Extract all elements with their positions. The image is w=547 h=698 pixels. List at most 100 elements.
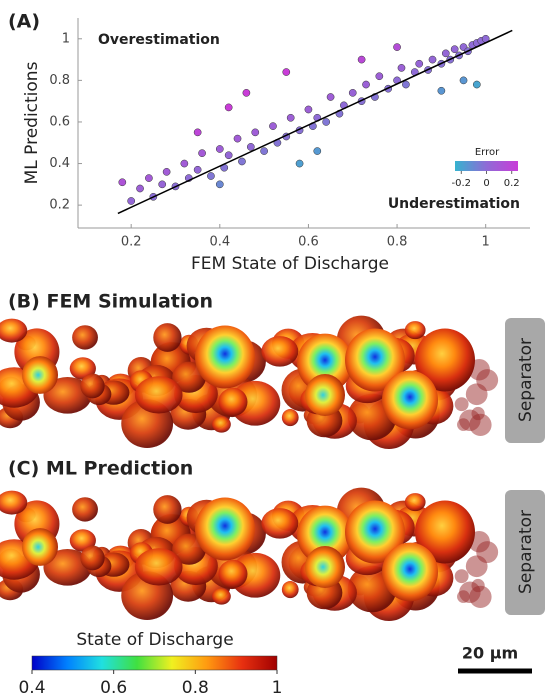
particle (454, 397, 469, 412)
annotation: Underestimation (388, 196, 520, 212)
point (472, 80, 481, 89)
particle (72, 325, 98, 350)
particle (415, 328, 475, 392)
particle (404, 321, 426, 340)
particle (345, 500, 405, 564)
image-ml (0, 487, 499, 621)
point (145, 174, 153, 182)
point (402, 80, 410, 89)
particle (261, 336, 299, 367)
point (441, 49, 450, 58)
particle (382, 370, 438, 430)
point (304, 105, 313, 114)
particle (195, 497, 255, 561)
point (118, 178, 127, 187)
point (326, 93, 335, 101)
particle (218, 559, 248, 589)
point (286, 113, 295, 122)
particle (469, 413, 492, 437)
particle (454, 569, 469, 584)
point (238, 157, 246, 166)
y-tick-label: 0.4 (49, 156, 70, 171)
y-tick-label: 1 (62, 31, 70, 46)
colorbar-tick-label: -0.2 (452, 178, 472, 189)
scale-bar-label: 20 µm (462, 644, 518, 663)
point (215, 180, 224, 189)
point (162, 168, 171, 176)
y-tick-label: 0.8 (49, 73, 70, 88)
panel-label: (C) ML Prediction (8, 458, 193, 480)
particle (134, 376, 183, 414)
y-tick-label: 0.6 (49, 114, 70, 129)
point (198, 149, 206, 157)
point (246, 143, 255, 151)
particle (195, 325, 255, 389)
particle (153, 495, 182, 524)
particle (469, 585, 492, 609)
point (136, 184, 144, 193)
colorbar-tick-label: 1 (272, 678, 283, 698)
particle (80, 373, 105, 399)
y-axis-label: ML Predictions (22, 61, 42, 184)
particle (153, 323, 182, 352)
point (224, 151, 233, 160)
point (224, 103, 233, 112)
point (193, 165, 202, 174)
particle (345, 328, 405, 392)
x-tick-label: 0.6 (298, 235, 319, 250)
separator-label: Separator (516, 338, 536, 422)
point (242, 89, 251, 97)
particle (404, 493, 426, 512)
point (348, 89, 357, 97)
fit-line (117, 29, 513, 215)
point (357, 55, 366, 64)
separator (505, 490, 545, 615)
point (313, 147, 322, 155)
particle (305, 374, 345, 416)
point (459, 76, 468, 85)
particle (80, 545, 105, 571)
particle (281, 581, 299, 599)
particle (297, 333, 353, 393)
point (269, 122, 277, 130)
colorbar-tick-label: 0 (483, 178, 489, 189)
particle (43, 377, 92, 414)
point (251, 128, 260, 137)
particle (134, 548, 183, 586)
point (207, 172, 215, 180)
separator (505, 318, 545, 443)
particle (261, 508, 299, 539)
colorbar (31, 655, 278, 671)
particle (281, 409, 299, 427)
particle (22, 528, 58, 566)
particle (476, 541, 499, 564)
particle (0, 318, 28, 343)
colorbar-title: State of Discharge (76, 630, 233, 650)
point (322, 118, 331, 126)
x-tick-label: 0.2 (121, 235, 142, 250)
point (393, 43, 401, 51)
point (437, 86, 446, 95)
x-tick-label: 1 (482, 235, 490, 250)
particle (0, 490, 28, 515)
colorbar-tick-label: 0.6 (100, 678, 127, 698)
colorbar (455, 161, 518, 171)
x-tick-label: 0.8 (387, 235, 408, 250)
particle (382, 542, 438, 602)
particle (297, 505, 353, 565)
image-fem (0, 315, 499, 449)
colorbar-tick-label: 0.2 (504, 178, 520, 189)
point (180, 159, 189, 168)
point (215, 145, 224, 153)
point (362, 80, 370, 89)
particle (212, 416, 231, 433)
particle (43, 549, 92, 586)
y-tick-label: 0.2 (49, 198, 70, 213)
particle (305, 546, 345, 588)
point (127, 197, 136, 205)
particle (415, 500, 475, 564)
annotation: Overestimation (98, 32, 220, 48)
particle (218, 387, 248, 417)
colorbar-title: Error (475, 147, 500, 158)
